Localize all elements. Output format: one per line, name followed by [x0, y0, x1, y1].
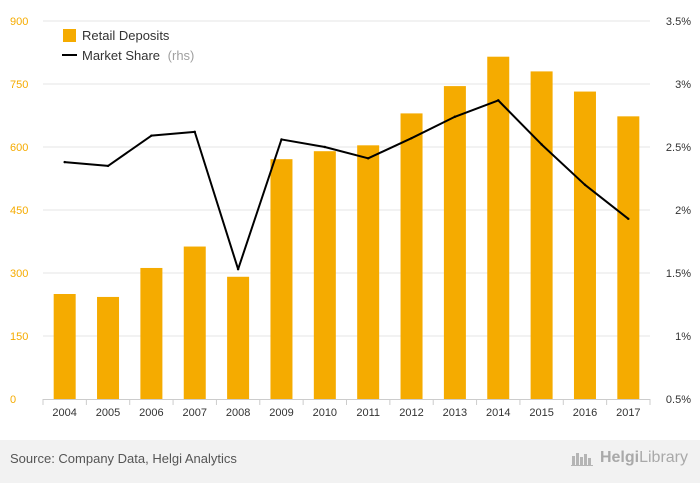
line-point [106, 164, 110, 168]
x-tick-label: 2017 [616, 407, 640, 419]
x-tick-label: 2011 [356, 407, 380, 419]
line-point [236, 268, 240, 271]
line-point [540, 143, 543, 146]
legend: Retail Deposits Market Share (rhs) [62, 28, 194, 63]
right-tick-label: 3.5% [666, 16, 691, 28]
line-point [280, 138, 283, 141]
left-tick-label: 900 [10, 16, 28, 28]
bar [617, 116, 640, 399]
x-tick-label: 2007 [183, 407, 207, 419]
bar [140, 267, 163, 399]
brand-name-light: Library [639, 449, 688, 466]
right-tick-label: 2% [675, 205, 691, 217]
bar [573, 91, 596, 399]
legend-label-market-share: Market Share (rhs) [82, 48, 194, 63]
line-point [63, 160, 66, 164]
left-tick-label: 300 [10, 268, 28, 280]
x-tick-label: 2010 [313, 407, 337, 419]
x-tick-label: 2014 [486, 407, 510, 419]
legend-label-retail-deposits: Retail Deposits [82, 28, 170, 43]
bar [227, 276, 250, 399]
left-tick-label: 150 [10, 331, 28, 343]
line-point [453, 115, 457, 118]
bar [270, 159, 293, 399]
footer: Source: Company Data, Helgi Analytics He… [0, 440, 700, 483]
line-point [583, 183, 587, 186]
right-tick-label: 0.5% [666, 394, 691, 406]
bar [487, 56, 510, 399]
left-tick-label: 600 [10, 142, 28, 154]
legend-swatch-retail-deposits [63, 29, 76, 42]
brand-name-bold: Helgi [599, 449, 640, 466]
source-note: Source: Company Data, Helgi Analytics [10, 451, 237, 466]
left-tick-label: 750 [10, 79, 28, 91]
combo-chart: 0 150 300 450 600 750 900 0.5% 1% 1.5% 2% 2.5% 3% 3.5… [10, 16, 691, 419]
line-point [323, 145, 327, 149]
x-tick-label: 2012 [399, 407, 423, 419]
right-tick-label: 2.5% [666, 142, 691, 154]
line-point [627, 217, 630, 221]
line-point [366, 157, 370, 160]
left-tick-label: 0 [10, 394, 16, 406]
bar [530, 71, 553, 400]
x-tick-label: 2006 [139, 407, 163, 419]
x-tick-label: 2015 [529, 407, 553, 419]
bar [443, 86, 466, 399]
x-tick-label: 2008 [226, 407, 250, 419]
bar [97, 296, 120, 399]
x-tick-label: 2016 [573, 407, 597, 419]
axes: 0 150 300 450 600 750 900 0.5% 1% 1.5% 2% 2.5% 3% 3.5… [10, 16, 691, 419]
right-tick-label: 1.5% [666, 268, 691, 280]
x-tick-label: 2009 [269, 407, 293, 419]
line-point [150, 134, 153, 137]
legend-market-share-name: Market Share [82, 48, 160, 63]
legend-market-share-note: (rhs) [168, 48, 195, 63]
x-tick-label: 2013 [443, 407, 467, 419]
line-series [63, 99, 630, 271]
grid-lines [43, 20, 650, 337]
bar [400, 113, 423, 400]
brand-name: HelgiLibrary [600, 449, 688, 467]
right-tick-label: 3% [675, 79, 691, 91]
bar [313, 151, 336, 399]
library-icon [570, 453, 593, 466]
x-tick-label: 2004 [52, 407, 76, 419]
brand-logo: HelgiLibrary [570, 449, 688, 467]
bar [183, 246, 206, 399]
market-share-line [64, 99, 629, 271]
bar [357, 145, 380, 399]
left-tick-label: 450 [10, 205, 28, 217]
line-point [497, 99, 500, 102]
bar [53, 294, 76, 399]
right-tick-label: 1% [675, 331, 691, 343]
line-point [193, 130, 196, 134]
line-point [410, 136, 413, 140]
bar-series [53, 56, 640, 400]
x-tick-label: 2005 [96, 407, 120, 419]
